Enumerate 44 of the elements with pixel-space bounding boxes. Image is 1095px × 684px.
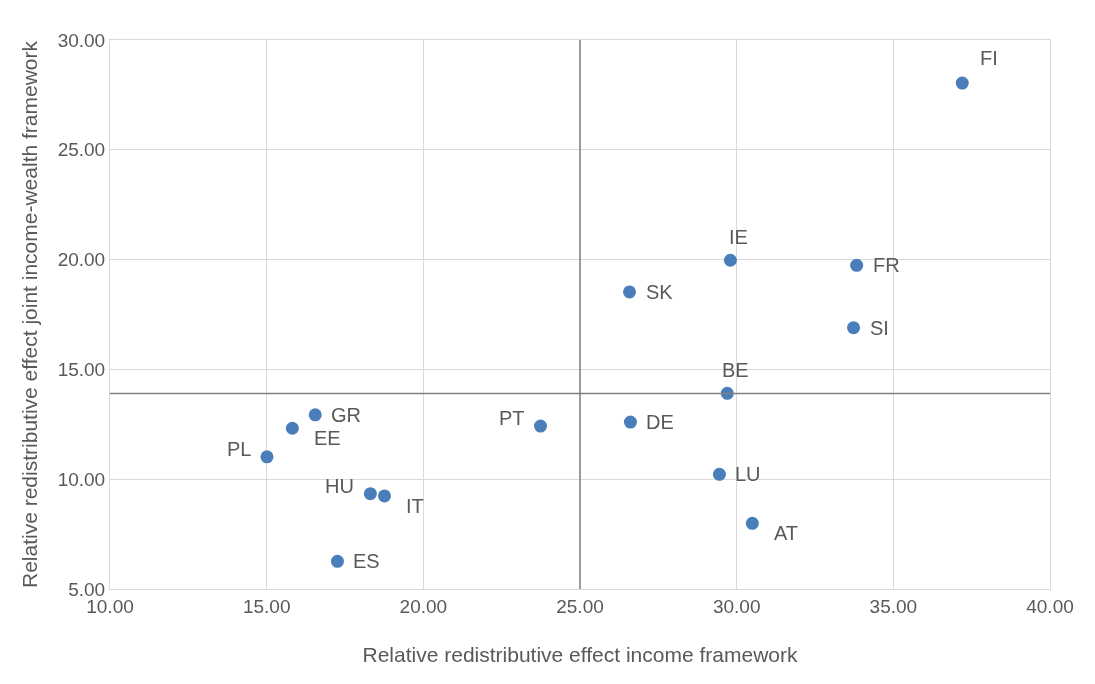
point <box>330 554 344 568</box>
point <box>285 421 299 435</box>
y-tick-label: 20.00 <box>57 249 106 271</box>
x-axis-title: Relative redistributive effect income framework <box>362 643 798 666</box>
annotation: SI <box>870 317 889 339</box>
x-tick-label: 25.00 <box>556 595 604 617</box>
y-tick-label: 15.00 <box>57 359 106 381</box>
point <box>534 419 548 433</box>
annotation: PL <box>227 438 252 460</box>
point <box>363 487 377 501</box>
annotation: SK <box>646 281 674 303</box>
annotation: GR <box>331 404 361 426</box>
annotation: HU <box>325 475 354 497</box>
annotation: DE <box>646 411 674 433</box>
point <box>623 285 637 299</box>
annotation: FI <box>980 47 998 69</box>
point <box>623 415 637 429</box>
x-tick-label: 35.00 <box>869 595 918 617</box>
annotation: IE <box>729 226 748 248</box>
point <box>723 253 737 267</box>
annotation: EE <box>314 427 341 449</box>
point <box>850 258 864 272</box>
point <box>955 76 969 90</box>
x-tick-label: 15.00 <box>242 595 291 617</box>
point <box>308 408 322 422</box>
point <box>260 450 274 464</box>
annotation: LU <box>735 463 761 485</box>
y-tick-label: 30.00 <box>57 29 106 51</box>
x-tick-label: 40.00 <box>1026 595 1074 617</box>
annotation: FR <box>873 254 900 276</box>
point <box>745 516 759 530</box>
y-tick-label: 25.00 <box>57 139 106 161</box>
x-tick-label: 30.00 <box>712 595 761 617</box>
point <box>377 489 391 503</box>
point <box>847 321 861 335</box>
annotation: PT <box>499 407 525 429</box>
annotation: IT <box>406 495 424 517</box>
annotation: BE <box>722 359 749 381</box>
y-tick-label: 10.00 <box>57 468 106 490</box>
annotation: AT <box>774 522 799 544</box>
point <box>712 467 726 481</box>
annotation: ES <box>353 550 380 572</box>
y-axis-title: Relative redistributive effect joint income-wealth framework <box>17 40 41 589</box>
x-tick-label: 20.00 <box>399 595 448 617</box>
